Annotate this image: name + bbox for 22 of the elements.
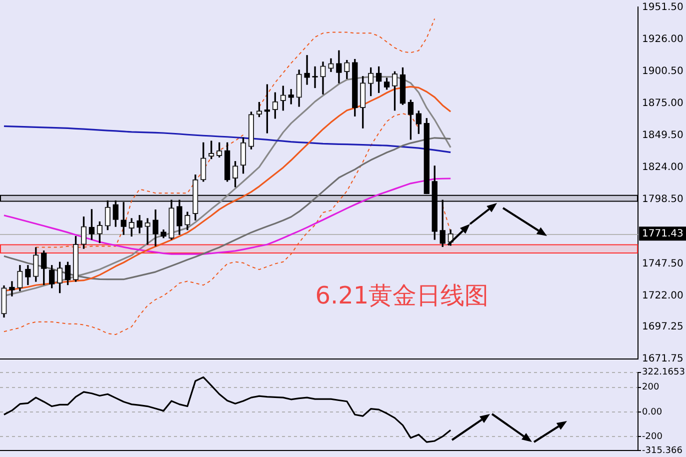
- candlestick: [304, 55, 310, 85]
- y-tick-label: 1747.50: [642, 258, 684, 270]
- y-tick-label: -315.366: [642, 446, 683, 456]
- y-tick-label: 322.1653: [642, 368, 685, 378]
- y-tick-label: -200: [642, 432, 663, 442]
- y-tick-label: 1951.50: [642, 2, 684, 13]
- y-tick-label: 1798.50: [642, 194, 684, 206]
- ref-line-label: 1771.43: [642, 228, 684, 240]
- y-tick-label: 1926.00: [642, 34, 684, 45]
- candlestick: [312, 66, 318, 88]
- candlestick: [144, 218, 150, 245]
- candlestick: [9, 281, 15, 296]
- y-tick-label: 1900.50: [642, 66, 684, 77]
- y-tick-label: 200: [642, 382, 660, 393]
- y-tick-label: 1849.50: [642, 130, 684, 142]
- y-tick-label: 1697.25: [642, 322, 684, 333]
- text: 6.21黄金日线图: [315, 282, 489, 310]
- y-tick-label: 1824.00: [642, 162, 684, 174]
- y-tick-label: 1671.75: [642, 354, 684, 365]
- y-tick-label: 0.00: [642, 407, 662, 418]
- y-tick-label: 1722.00: [642, 290, 684, 302]
- y-tick-label: 1875.00: [642, 98, 684, 110]
